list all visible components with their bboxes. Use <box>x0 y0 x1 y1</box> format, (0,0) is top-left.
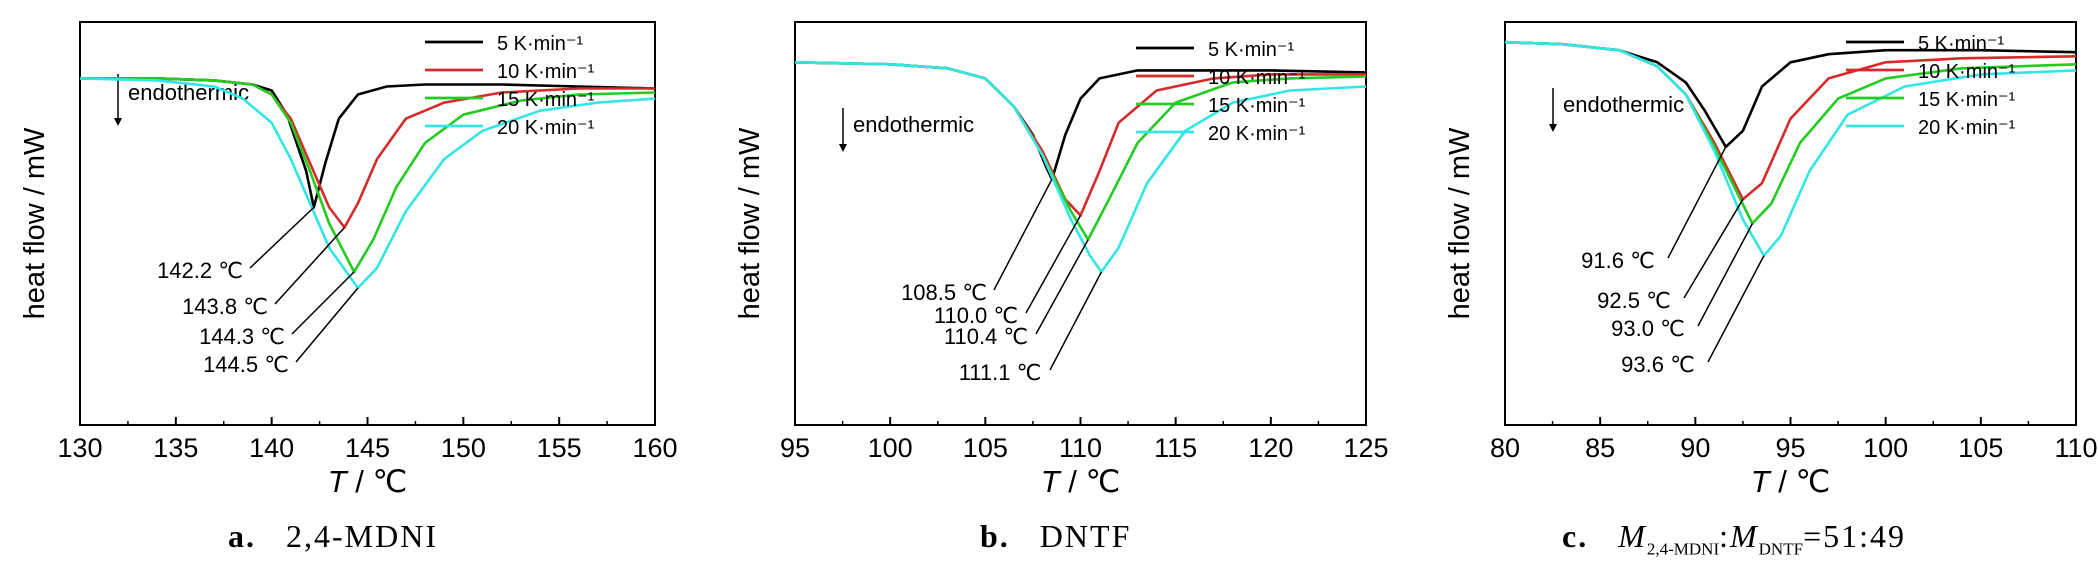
x-axis-label: T / ℃ <box>1751 464 1831 499</box>
x-axis-var: T <box>1041 464 1062 499</box>
caption-b-label: b. <box>980 518 1010 554</box>
peak-leader-line <box>274 227 346 305</box>
peak-leader-line <box>249 206 315 269</box>
x-tick-label: 160 <box>632 433 677 463</box>
peak-label: 108.5 ℃ <box>901 280 987 305</box>
series-line-3 <box>80 77 656 274</box>
peak-leader-line <box>1049 271 1103 371</box>
x-tick-label: 110 <box>2054 433 2097 463</box>
y-axis-label: heat flow / mW <box>19 127 51 319</box>
legend-label: 10 K·min⁻¹ <box>1208 67 1306 89</box>
endothermic-arrowhead-icon <box>839 144 847 152</box>
series-line-4 <box>1504 40 2077 257</box>
series-line-4 <box>79 77 656 290</box>
peak-label: 142.2 ℃ <box>157 258 243 283</box>
peak-label: 144.3 ℃ <box>199 324 285 349</box>
legend-label: 5 K·min⁻¹ <box>497 33 583 55</box>
legend-label: 5 K·min⁻¹ <box>1918 33 2004 55</box>
caption-b: b. DNTF <box>980 518 1131 555</box>
caption-c-label: c. <box>1562 518 1589 554</box>
caption-c: c. M2,4-MDNI:MDNTF=51:49 <box>1562 518 1906 559</box>
x-tick-label: 105 <box>1958 433 2003 463</box>
caption-b-text: DNTF <box>1039 518 1132 554</box>
legend-label: 15 K·min⁻¹ <box>1918 89 2016 111</box>
legend-label: 20 K·min⁻¹ <box>1208 123 1306 145</box>
peak-leader-line <box>291 271 355 335</box>
x-axis-var: T <box>328 464 349 499</box>
peak-label: 111.1 ℃ <box>959 360 1042 385</box>
x-tick-label: 155 <box>537 433 582 463</box>
caption-a-text: 2,4-MDNI <box>286 518 438 554</box>
x-tick-label: 135 <box>153 433 198 463</box>
legend-label: 5 K·min⁻¹ <box>1208 39 1294 61</box>
x-axis-unit: / ℃ <box>1770 464 1831 499</box>
endothermic-label: endothermic <box>1563 92 1684 117</box>
endothermic-label: endothermic <box>853 112 974 137</box>
x-tick-label: 145 <box>345 433 390 463</box>
x-tick-label: 120 <box>1248 433 1293 463</box>
panel-c: 80 85 90 95 100 105 110 T / ℃ heat flow / mW endo… <box>1444 21 2098 499</box>
caption-a-label: a. <box>228 518 256 554</box>
x-tick-label: 110 <box>1059 433 1102 463</box>
caption-c-colon: : <box>1719 518 1730 554</box>
legend-label: 10 K·min⁻¹ <box>1918 61 2016 83</box>
x-tick-label: 100 <box>868 433 913 463</box>
peak-leader-line <box>1035 239 1089 335</box>
x-tick-label: 95 <box>1775 433 1805 463</box>
endothermic-arrowhead-icon <box>114 118 122 126</box>
x-axis-var: T <box>1751 464 1772 499</box>
panel-a: 130 135 140 145 150 155 160 T / ℃ heat flow / mW… <box>19 21 678 499</box>
peak-leader-line <box>993 178 1053 291</box>
x-axis-label: T / ℃ <box>328 464 408 499</box>
peak-label: 144.5 ℃ <box>203 352 289 377</box>
caption-c-sub2: DNTF <box>1758 539 1804 559</box>
peak-leader-line <box>1025 215 1082 314</box>
series-line-4 <box>794 61 1367 274</box>
peak-label: 143.8 ℃ <box>182 294 268 319</box>
legend-label: 15 K·min⁻¹ <box>497 89 595 111</box>
legend-label: 15 K·min⁻¹ <box>1208 95 1306 117</box>
y-axis-label: heat flow / mW <box>734 127 766 319</box>
peak-leader-line <box>1683 198 1744 299</box>
x-tick-label: 140 <box>249 433 294 463</box>
peak-label: 91.6 ℃ <box>1581 248 1655 273</box>
peak-label: 110.4 ℃ <box>944 324 1028 349</box>
peak-label: 93.0 ℃ <box>1611 316 1685 341</box>
caption-c-sub1: 2,4-MDNI <box>1646 539 1720 559</box>
x-tick-label: 100 <box>1863 433 1908 463</box>
legend-label: 10 K·min⁻¹ <box>497 61 595 83</box>
peak-leader-line <box>295 287 359 363</box>
peak-label: 93.6 ℃ <box>1621 352 1695 377</box>
legend-label: 20 K·min⁻¹ <box>1918 117 2016 139</box>
x-tick-label: 105 <box>963 433 1008 463</box>
x-tick-label: 80 <box>1490 433 1520 463</box>
x-axis-unit: / ℃ <box>347 464 408 499</box>
peak-leader-line <box>1697 223 1754 327</box>
x-tick-label: 85 <box>1585 433 1615 463</box>
x-tick-label: 115 <box>1154 433 1197 463</box>
x-tick-label: 90 <box>1680 433 1710 463</box>
x-tick-label: 125 <box>1343 433 1388 463</box>
caption-c-m2: M <box>1730 518 1759 554</box>
peak-label: 110.0 ℃ <box>934 303 1018 328</box>
x-axis-unit: / ℃ <box>1060 464 1121 499</box>
x-tick-label: 130 <box>57 433 102 463</box>
x-tick-label: 150 <box>441 433 486 463</box>
peak-leader-line <box>1707 255 1765 363</box>
caption-a: a. 2,4-MDNI <box>228 518 438 555</box>
panel-b: 95 100 105 110 115 120 125 T / ℃ heat flow / mW e… <box>734 21 1389 499</box>
legend-label: 20 K·min⁻¹ <box>497 117 595 139</box>
peak-label: 92.5 ℃ <box>1597 288 1671 313</box>
x-tick-label: 95 <box>780 433 810 463</box>
caption-c-m1: M <box>1618 518 1647 554</box>
y-axis-label: heat flow / mW <box>1444 127 1476 319</box>
caption-c-ratio: =51:49 <box>1803 518 1906 554</box>
peak-leader-line <box>1667 146 1727 259</box>
endothermic-arrowhead-icon <box>1549 124 1557 132</box>
x-axis-label: T / ℃ <box>1041 464 1121 499</box>
